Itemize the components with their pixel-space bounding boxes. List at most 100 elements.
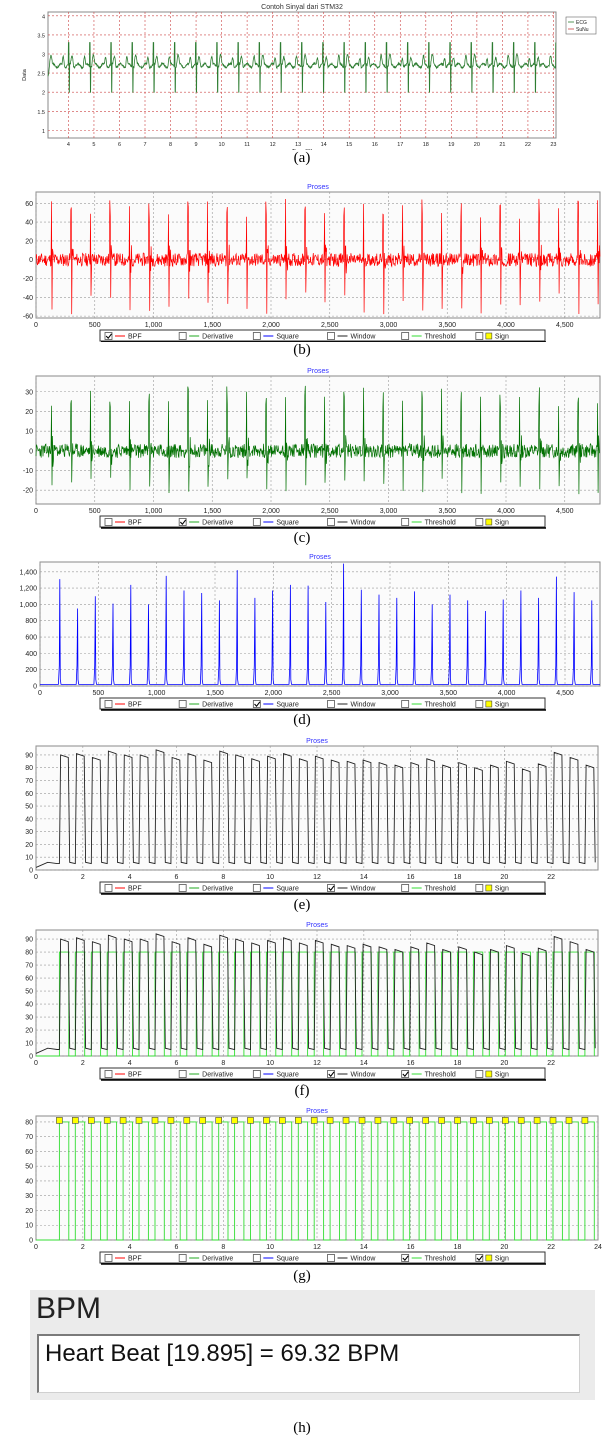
x-tick-label: 3,000 bbox=[380, 508, 398, 515]
x-tick-label: 20 bbox=[500, 1060, 508, 1067]
check-icon bbox=[328, 1071, 335, 1078]
x-tick-label: 0 bbox=[38, 690, 42, 697]
check-icon bbox=[254, 701, 261, 708]
legend-label: Square bbox=[276, 1256, 299, 1263]
legend-marker bbox=[485, 1070, 493, 1078]
y-tick-label: 60 bbox=[25, 201, 33, 208]
x-tick-label: 10 bbox=[266, 874, 274, 881]
x-tick-label: 10 bbox=[219, 142, 225, 148]
y-tick-label: 800 bbox=[25, 618, 37, 625]
y-tick-label: 30 bbox=[25, 829, 33, 836]
series-line-window bbox=[35, 749, 596, 868]
legend-box bbox=[99, 1251, 546, 1264]
legend-label: BPF bbox=[128, 1256, 142, 1263]
y-tick-label: 50 bbox=[25, 804, 33, 811]
x-tick-label: 4,500 bbox=[556, 322, 574, 329]
y-tick-label: 1,000 bbox=[19, 602, 37, 609]
chart-title: Proses bbox=[309, 554, 331, 561]
x-tick-label: 3,000 bbox=[380, 322, 398, 329]
chart-title: Proses bbox=[307, 368, 329, 375]
series-line-square bbox=[40, 563, 600, 685]
sign-marker bbox=[485, 1117, 493, 1124]
sign-marker bbox=[119, 1117, 127, 1124]
caption-e: (e) bbox=[293, 897, 311, 913]
series-line-window bbox=[35, 933, 596, 1054]
legend-box bbox=[565, 16, 597, 35]
legend-label: Square bbox=[276, 886, 299, 893]
y-tick-label: 0 bbox=[33, 684, 37, 691]
y-tick-label: 1 bbox=[42, 129, 45, 135]
legend-item-sign: Sign bbox=[475, 700, 509, 709]
sign-marker bbox=[310, 1117, 318, 1124]
legend-checkbox bbox=[327, 332, 335, 340]
sign-marker bbox=[501, 1117, 509, 1124]
y-tick-label: 40 bbox=[25, 220, 33, 227]
legend-checkbox bbox=[178, 700, 187, 708]
x-tick-label: 20 bbox=[500, 874, 508, 881]
sign-marker bbox=[215, 1117, 222, 1124]
legend-label: Window bbox=[351, 520, 377, 527]
y-tick-label: 10 bbox=[25, 429, 33, 436]
y-tick-label: -20 bbox=[23, 276, 33, 283]
sign-marker bbox=[294, 1117, 302, 1124]
sign-marker bbox=[199, 1117, 206, 1124]
legend-checkbox bbox=[327, 1254, 335, 1262]
x-tick-label: 1,500 bbox=[203, 322, 221, 329]
y-tick-label: 2 bbox=[42, 91, 45, 97]
x-tick-label: 4,000 bbox=[497, 322, 515, 329]
legend-box bbox=[99, 1067, 546, 1080]
series-line-bpf bbox=[35, 198, 601, 315]
y-tick-label: -10 bbox=[23, 468, 33, 475]
x-tick-label: 14 bbox=[360, 874, 368, 881]
legend-item-sign: Sign bbox=[475, 518, 509, 527]
y-tick-label: 40 bbox=[25, 1178, 33, 1185]
sign-marker bbox=[72, 1117, 79, 1124]
chart-d-panel: Proses 0 200 400 600 800 1,000 1,200 1,400 0 500 1,… bbox=[0, 550, 604, 712]
y-tick-label: 90 bbox=[25, 937, 33, 944]
legend-label: Window bbox=[351, 702, 377, 709]
legend-item-threshold: Threshold bbox=[401, 1254, 456, 1263]
plot-area bbox=[39, 561, 601, 687]
sign-marker bbox=[247, 1117, 254, 1124]
x-tick-label: 8 bbox=[221, 874, 225, 881]
y-tick-label: 20 bbox=[25, 1028, 33, 1035]
check-icon bbox=[402, 1071, 409, 1078]
legend-item-square: Square bbox=[252, 1254, 299, 1263]
y-tick-label: 30 bbox=[25, 1193, 33, 1200]
x-tick-label: 20 bbox=[474, 142, 480, 148]
legend-checkbox bbox=[178, 518, 187, 526]
bpm-output-field[interactable]: Heart Beat [19.895] = 69.32 BPM bbox=[37, 1334, 580, 1393]
x-axis-label: Time [S] bbox=[292, 149, 313, 150]
y-tick-label: 40 bbox=[25, 816, 33, 823]
x-tick-label: 1,500 bbox=[203, 508, 221, 515]
legend-label: SuNu bbox=[576, 27, 589, 33]
legend-item-square: Square bbox=[252, 332, 299, 341]
x-tick-label: 3,500 bbox=[438, 322, 456, 329]
legend-label: Window bbox=[351, 886, 377, 893]
y-tick-label: 60 bbox=[25, 1149, 33, 1156]
y-tick-label: 600 bbox=[25, 635, 37, 642]
caption-c: (c) bbox=[293, 530, 311, 546]
legend-label: BPF bbox=[128, 1072, 142, 1079]
y-tick-label: 10 bbox=[25, 1223, 33, 1230]
x-tick-label: 21 bbox=[499, 142, 505, 148]
legend-checkbox bbox=[401, 332, 410, 340]
y-tick-label: 1,200 bbox=[19, 586, 37, 593]
legend-item-square: Square bbox=[252, 700, 299, 709]
sign-marker bbox=[438, 1117, 445, 1124]
y-tick-label: 0 bbox=[29, 1054, 33, 1061]
legend-label: BPF bbox=[128, 334, 142, 341]
legend-item-window: Window bbox=[327, 1070, 376, 1079]
x-tick-label: 20 bbox=[500, 1244, 508, 1251]
sign-marker bbox=[326, 1117, 334, 1124]
sign-marker bbox=[549, 1117, 557, 1124]
sign-marker bbox=[390, 1117, 398, 1124]
legend-item-bpf: BPF bbox=[104, 1070, 142, 1079]
legend-label: ECG bbox=[576, 20, 587, 26]
sign-marker bbox=[374, 1117, 382, 1124]
legend-checkbox bbox=[475, 332, 484, 340]
x-tick-label: 12 bbox=[313, 874, 321, 881]
sign-marker bbox=[263, 1117, 270, 1124]
legend-item-sign: Sign bbox=[475, 1070, 509, 1079]
legend-label: Derivative bbox=[202, 520, 233, 527]
